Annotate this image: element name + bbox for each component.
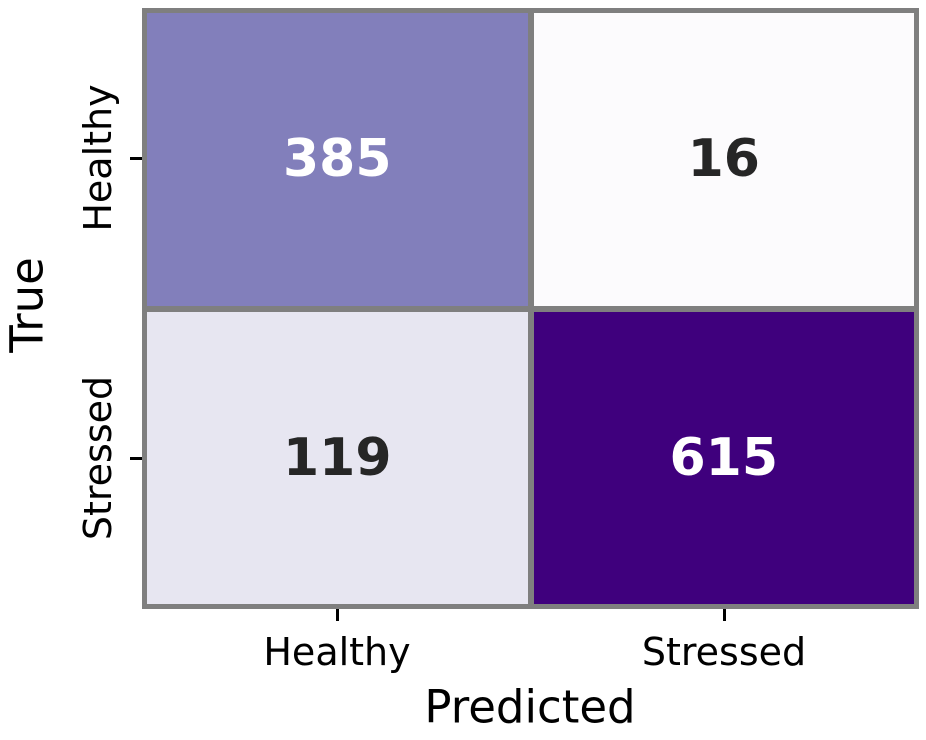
heatmap-grid: 385 16 119 615 bbox=[142, 8, 919, 609]
y-tick-mark-stressed bbox=[130, 457, 142, 460]
x-tick-mark-healthy bbox=[336, 609, 339, 621]
y-tick-mark-healthy bbox=[130, 157, 142, 160]
cell-true-healthy-pred-healthy: 385 bbox=[147, 13, 528, 306]
cell-true-healthy-pred-stressed: 16 bbox=[533, 13, 914, 306]
x-tick-mark-stressed bbox=[723, 609, 726, 621]
cell-true-stressed-pred-healthy: 119 bbox=[147, 311, 528, 604]
cell-true-stressed-pred-stressed: 615 bbox=[533, 311, 914, 604]
